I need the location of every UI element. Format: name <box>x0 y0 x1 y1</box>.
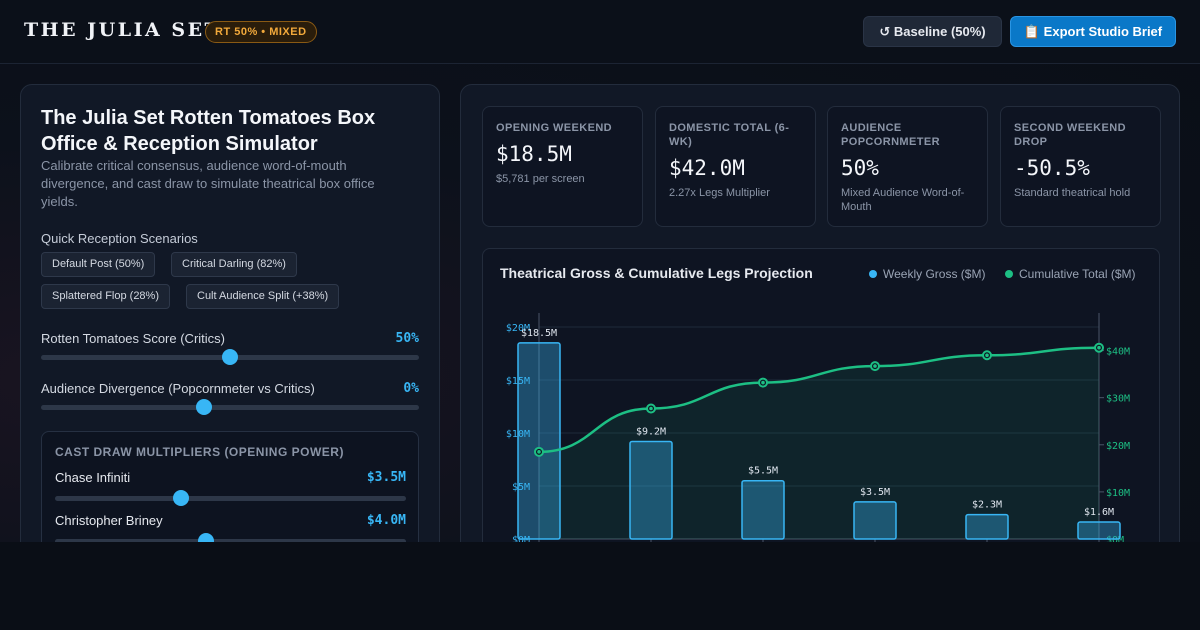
right-axis-tick-label: $30M <box>1106 394 1130 405</box>
scenario-cult-audience-split-button[interactable]: Cult Audience Split (+38%) <box>186 284 340 309</box>
scenario-splattered-flop-button[interactable]: Splattered Flop (28%) <box>41 284 170 309</box>
critics-score-value: 50% <box>395 331 419 346</box>
kpi-note: Mixed Audience Word-of-Mouth <box>841 187 965 213</box>
kpi-label: SECOND WEEKEND DROP <box>1014 122 1126 148</box>
kpi-card-opening-weekend: OPENING WEEKEND $18.5M $5,781 per screen <box>482 106 643 227</box>
weekly-gross-data-label: $1.6M <box>1084 507 1114 518</box>
legend-weekly-gross-label: Weekly Gross ($M) <box>883 267 986 281</box>
rt-status-badge: RT 50% • MIXED <box>205 21 317 43</box>
legend-weekly-gross-swatch <box>869 270 877 278</box>
legend-cumulative-total-swatch <box>1005 270 1013 278</box>
kpi-note: Standard theatrical hold <box>1014 187 1131 199</box>
kpi-note: 2.27x Legs Multiplier <box>669 187 770 199</box>
cast-member-name: Christopher Briney <box>55 513 163 528</box>
kpi-label: OPENING WEEKEND <box>496 122 613 134</box>
cast-member-slider-thumb[interactable] <box>173 490 190 506</box>
kpi-label: DOMESTIC TOTAL (6-WK) <box>669 122 790 148</box>
weekly-gross-data-label: $9.2M <box>636 426 666 437</box>
weekly-gross-bar <box>629 440 673 540</box>
results-panel: OPENING WEEKEND $18.5M $5,781 per screen… <box>460 84 1180 542</box>
weekly-gross-data-label: $3.5M <box>860 487 890 498</box>
simulator-title: The Julia Set Rotten Tomatoes Box Office… <box>41 107 376 155</box>
simulator-subtitle: Calibrate critical consensus, audience w… <box>41 158 375 209</box>
cumulative-total-point-core <box>985 353 989 358</box>
cumulative-area <box>539 347 1099 539</box>
chart-title: Theatrical Gross & Cumulative Legs Proje… <box>500 265 813 281</box>
legend-cumulative-total-label: Cumulative Total ($M) <box>1019 267 1136 281</box>
kpi-label: AUDIENCE POPCORNMETER <box>841 122 940 148</box>
cumulative-total-point-core <box>761 380 765 385</box>
kpi-card-domestic-total: DOMESTIC TOTAL (6-WK) $42.0M 2.27x Legs … <box>655 106 816 227</box>
weekly-gross-bar <box>853 501 897 540</box>
cast-member-slider-thumb[interactable] <box>197 533 214 542</box>
weekly-gross-bar <box>741 479 785 540</box>
legend-weekly-gross: Weekly Gross ($M) <box>869 267 985 281</box>
audience-divergence-value: 0% <box>403 381 419 396</box>
kpi-card-second-weekend-drop: SECOND WEEKEND DROP -50.5% Standard thea… <box>1000 106 1161 227</box>
critics-score-slider[interactable] <box>41 349 419 365</box>
audience-divergence-label: Audience Divergence (Popcornmeter vs Cri… <box>41 381 315 396</box>
brand-title: THE JULIA SET <box>24 19 222 41</box>
weekly-gross-data-label: $5.5M <box>748 466 778 477</box>
kpi-value: $18.5M <box>496 142 572 166</box>
export-studio-brief-button[interactable]: 📋 Export Studio Brief <box>1010 16 1176 47</box>
legend-cumulative-total: Cumulative Total ($M) <box>1005 267 1135 281</box>
critics-score-slider-thumb[interactable] <box>222 349 238 365</box>
scenario-default-post-button[interactable]: Default Post (50%) <box>41 252 156 277</box>
cast-member-slider[interactable] <box>55 490 406 506</box>
cast-member-name: Chase Infiniti <box>55 470 131 485</box>
right-axis-tick-label: $40M <box>1106 347 1130 358</box>
cast-member-value: $4.0M <box>366 513 406 528</box>
cumulative-total-point-core <box>1097 345 1101 350</box>
cumulative-total-point-core <box>649 406 653 411</box>
cast-member-slider[interactable] <box>55 533 406 542</box>
audience-divergence-slider-thumb[interactable] <box>195 399 212 415</box>
right-axis-tick-label: $10M <box>1106 488 1130 499</box>
audience-divergence-slider[interactable] <box>41 399 419 415</box>
scenarios-label: Quick Reception Scenarios <box>41 231 198 246</box>
top-bar: THE JULIA SET RT 50% • MIXED ↺ Baseline … <box>0 0 1200 64</box>
weekly-gross-bar <box>517 342 561 540</box>
kpi-value: -50.5% <box>1014 156 1090 180</box>
cumulative-total-point-core <box>537 450 541 454</box>
weekly-gross-bar <box>1077 521 1121 540</box>
app-window: THE JULIA SET RT 50% • MIXED ↺ Baseline … <box>0 0 1200 542</box>
cumulative-total-point-core <box>873 364 877 368</box>
kpi-note: $5,781 per screen <box>496 173 585 185</box>
kpi-card-audience-popcornmeter: AUDIENCE POPCORNMETER 50% Mixed Audience… <box>827 106 988 227</box>
legs-projection-chart: $0M$5M$10M$15M$20M$0M$10M$20M$30M$40M$18… <box>506 313 1130 542</box>
cast-member-value: $3.5M <box>366 470 406 485</box>
cast-draw-section: CAST DRAW MULTIPLIERS (OPENING POWER) Ch… <box>41 431 419 542</box>
weekly-gross-bar <box>965 513 1009 540</box>
baseline-button[interactable]: ↺ Baseline (50%) <box>863 16 1002 47</box>
left-axis-tick-label: $20M <box>506 323 530 334</box>
weekly-gross-data-label: $2.3M <box>972 500 1002 511</box>
critics-score-label: Rotten Tomatoes Score (Critics) <box>41 331 225 346</box>
legs-projection-chart-card: Theatrical Gross & Cumulative Legs Proje… <box>482 248 1160 542</box>
weekly-gross-data-label: $18.5M <box>521 328 557 339</box>
simulator-controls-panel: The Julia Set Rotten Tomatoes Box Office… <box>20 84 440 542</box>
kpi-value: 50% <box>841 156 879 180</box>
kpi-value: $42.0M <box>669 156 745 180</box>
scenario-critical-darling-button[interactable]: Critical Darling (82%) <box>171 252 297 277</box>
cast-draw-heading: CAST DRAW MULTIPLIERS (OPENING POWER) <box>55 445 344 459</box>
left-axis-tick-label: $5M <box>512 482 530 493</box>
right-axis-tick-label: $20M <box>1106 441 1130 452</box>
